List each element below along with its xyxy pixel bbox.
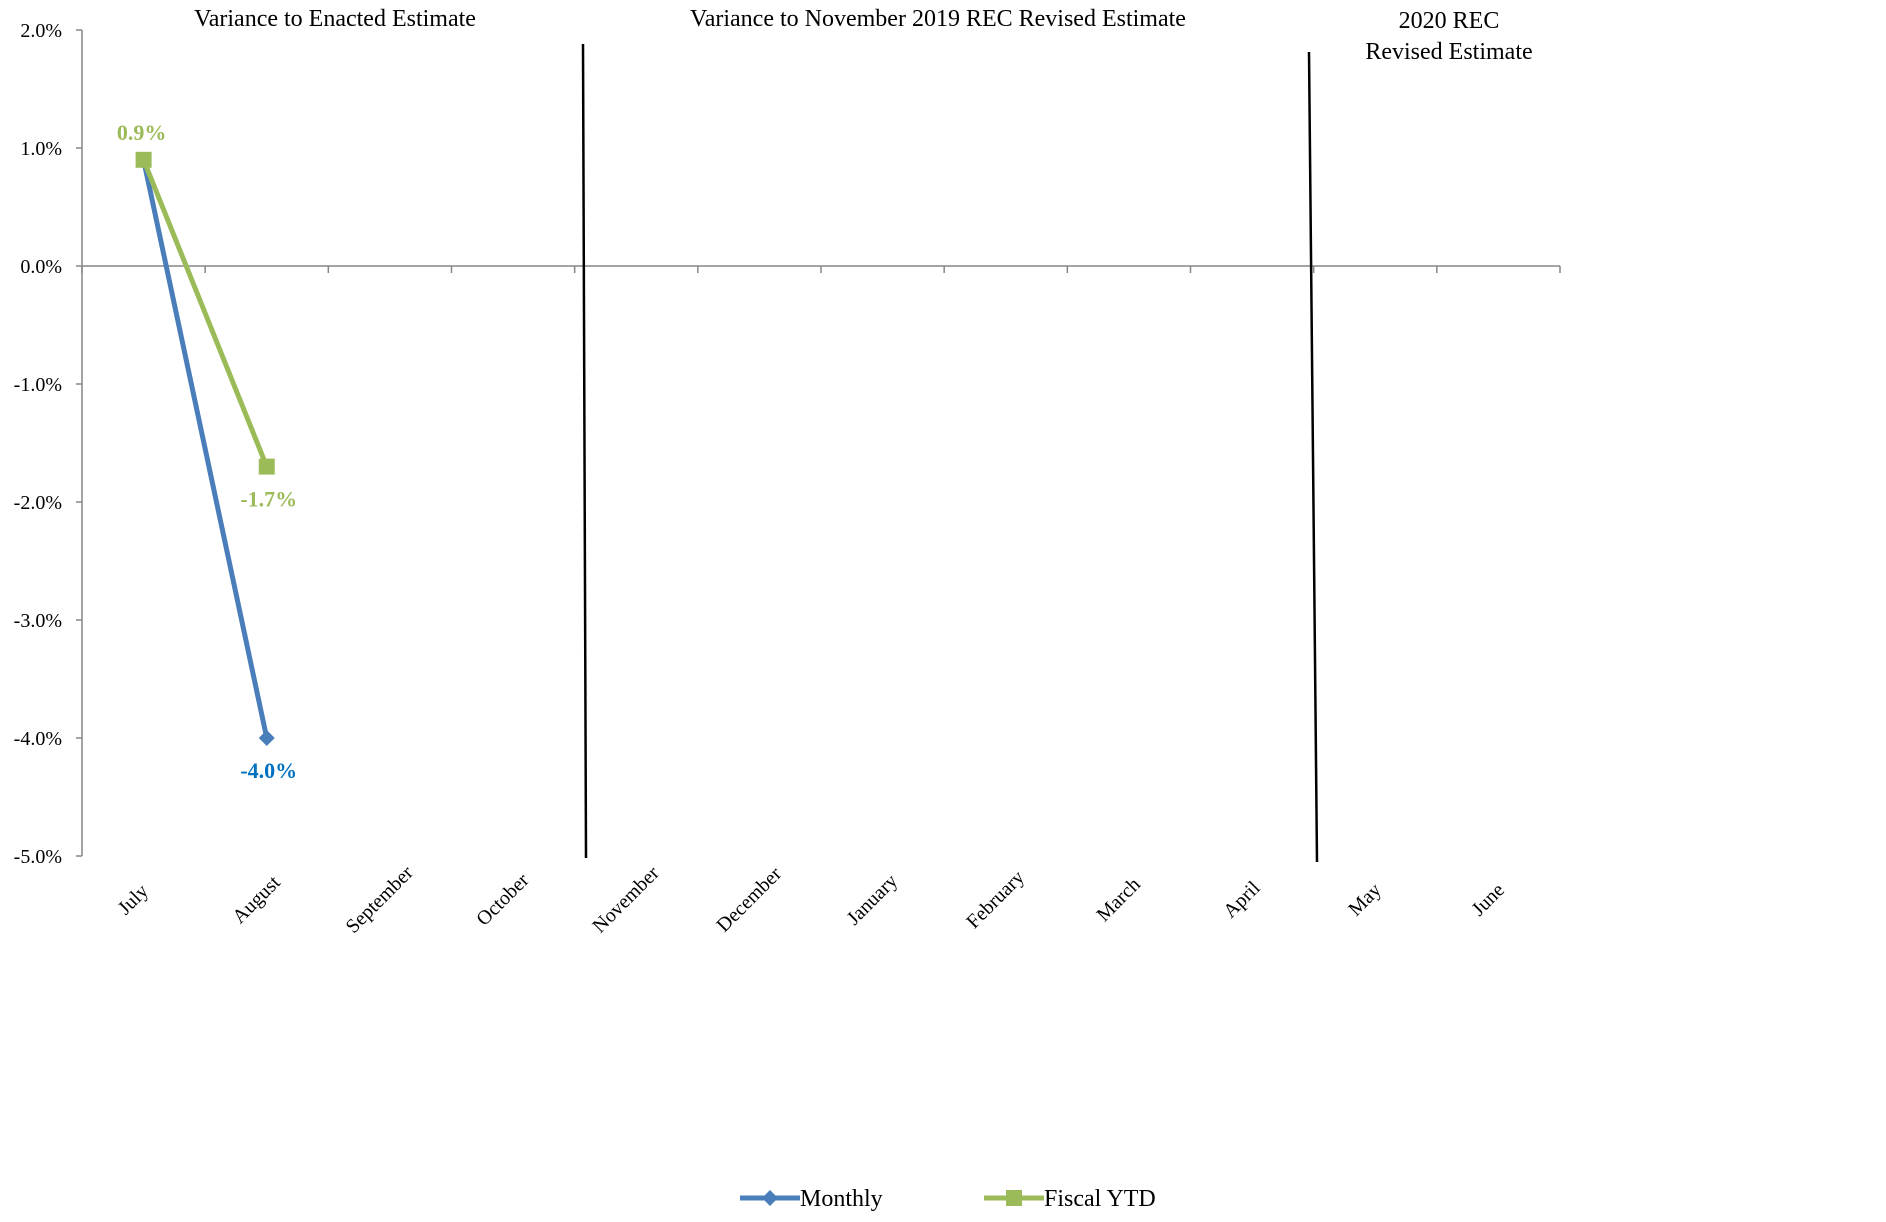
section-header: Variance to Enacted Estimate [194, 6, 476, 32]
y-tick-label: 0.0% [20, 256, 62, 278]
data-label: -1.7% [240, 487, 297, 512]
section-header-line: Revised Estimate [1365, 39, 1532, 65]
section-header: 2020 REC Revised Estimate [1365, 8, 1532, 65]
x-tick-label: October [472, 869, 533, 930]
section-divider-line [581, 43, 588, 859]
data-labels-layer: -4.0% 0.9% -1.7% [117, 120, 297, 783]
section-header-line: Variance to November 2019 REC Revised Es… [690, 6, 1186, 32]
data-point-marker [135, 151, 152, 168]
axes-layer: 2.0% 1.0% 0.0% -1.0% -2.0% -3.0% -4.0% -5.0% Jul… [14, 20, 1561, 938]
section-header: Variance to November 2019 REC Revised Es… [690, 6, 1186, 32]
section-divider-line [1307, 51, 1319, 863]
y-tick-label: -5.0% [14, 846, 62, 868]
y-tick-label: 2.0% [20, 20, 62, 42]
data-point-marker [258, 458, 275, 475]
data-point-marker [258, 730, 275, 746]
legend-label: Fiscal YTD [1044, 1186, 1156, 1212]
section-headers: Variance to Enacted Estimate Variance to … [194, 6, 1533, 65]
x-tick-label: January [843, 870, 903, 930]
x-tick-label: August [228, 871, 285, 928]
y-tick-label: 1.0% [20, 138, 62, 160]
x-tick-label: April [1219, 877, 1265, 923]
x-tick-label: December [712, 863, 786, 937]
y-tick-label: -2.0% [14, 492, 62, 514]
section-header-line: Variance to Enacted Estimate [194, 6, 476, 32]
x-tick-label: June [1467, 879, 1509, 921]
series-layer [135, 151, 275, 746]
x-tick-label: February [962, 866, 1029, 933]
x-tick-label: November [588, 862, 663, 937]
legend-label: Monthly [800, 1186, 883, 1212]
y-tick-label: -4.0% [14, 728, 62, 750]
x-tick-label: March [1092, 874, 1144, 926]
y-tick-label: -3.0% [14, 610, 62, 632]
y-tick-label: -1.0% [14, 374, 62, 396]
data-label: 0.9% [117, 120, 167, 145]
data-label: -4.0% [240, 758, 297, 783]
legend-marker [1006, 1190, 1022, 1206]
section-header-line: 2020 REC [1399, 8, 1500, 34]
section-dividers [581, 43, 1319, 863]
x-tick-label: September [342, 862, 418, 938]
x-tick-label: July [114, 880, 153, 919]
legend: Monthly Fiscal YTD [740, 1186, 1156, 1212]
legend-marker [762, 1190, 778, 1206]
x-tick-label: May [1344, 879, 1385, 920]
series-line-monthly [141, 157, 270, 741]
series-line-fiscal-ytd [141, 157, 270, 470]
